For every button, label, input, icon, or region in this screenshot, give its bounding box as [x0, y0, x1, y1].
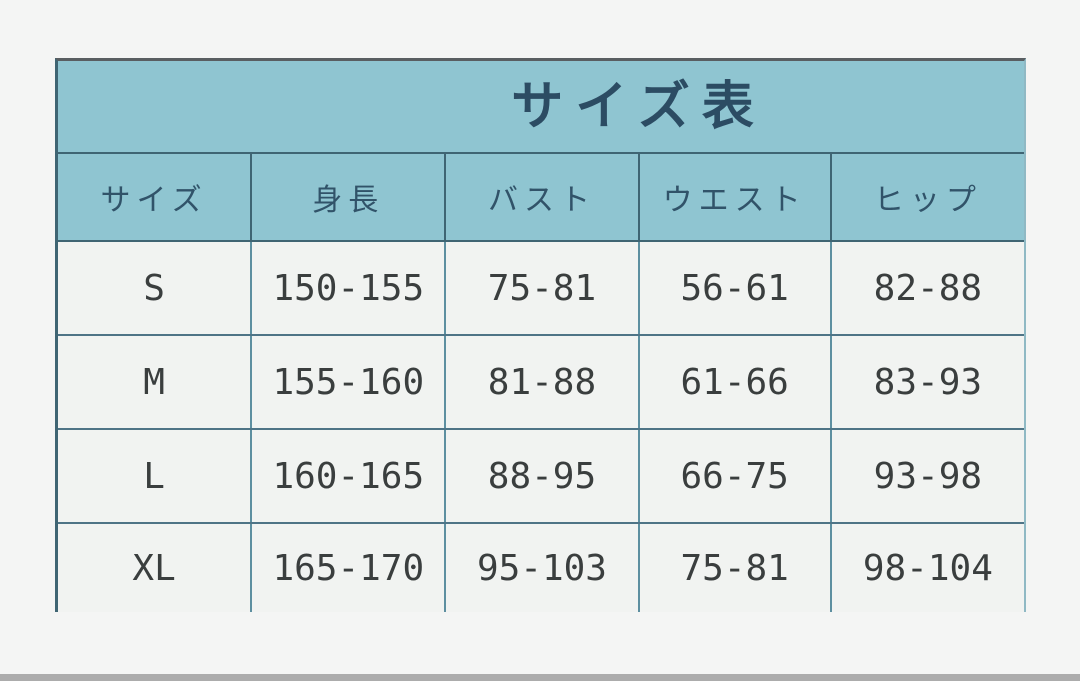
header-cell-waist: ウエスト: [637, 154, 830, 240]
cell-height: 150-155: [250, 242, 444, 334]
table-row-m: M 155-160 81-88 61-66 83-93: [58, 334, 1024, 428]
cell-size: S: [143, 267, 165, 309]
bottom-gray-bar: [0, 674, 1080, 681]
table-row-xl: XL 165-170 95-103 75-81 98-104: [58, 522, 1024, 612]
size-chart-table: サイズ表 サイズ 身長 バスト ウエスト ヒップ S 150-155 75-81…: [55, 58, 1026, 612]
header-cell-bust: バスト: [444, 154, 637, 240]
cell-size: XL: [132, 547, 176, 589]
cell-hip: 82-88: [829, 242, 1024, 334]
cell-bust: 88-95: [444, 430, 637, 522]
cell-bust: 95-103: [444, 524, 637, 612]
cell-waist: 56-61: [637, 242, 830, 334]
table-row-s: S 150-155 75-81 56-61 82-88: [58, 242, 1024, 334]
table-row-l: L 160-165 88-95 66-75 93-98: [58, 428, 1024, 522]
cell-hip: 93-98: [829, 430, 1024, 522]
cell-waist: 66-75: [637, 430, 830, 522]
size-chart-title-row: サイズ表: [58, 61, 1024, 152]
header-cell-size: サイズ: [100, 184, 208, 217]
cell-hip: 98-104: [829, 524, 1024, 612]
cell-waist: 61-66: [637, 336, 830, 428]
cell-size: M: [143, 361, 165, 403]
cell-size: L: [143, 455, 165, 497]
cell-bust: 75-81: [444, 242, 637, 334]
cell-height: 155-160: [250, 336, 444, 428]
cell-height: 165-170: [250, 524, 444, 612]
header-cell-height: 身長: [250, 154, 444, 240]
cell-waist: 75-81: [637, 524, 830, 612]
size-chart-header-row: サイズ 身長 バスト ウエスト ヒップ: [58, 152, 1024, 242]
cell-hip: 83-93: [829, 336, 1024, 428]
header-cell-hip: ヒップ: [829, 154, 1024, 240]
cell-bust: 81-88: [444, 336, 637, 428]
size-chart-title: サイズ表: [511, 77, 766, 136]
cell-height: 160-165: [250, 430, 444, 522]
